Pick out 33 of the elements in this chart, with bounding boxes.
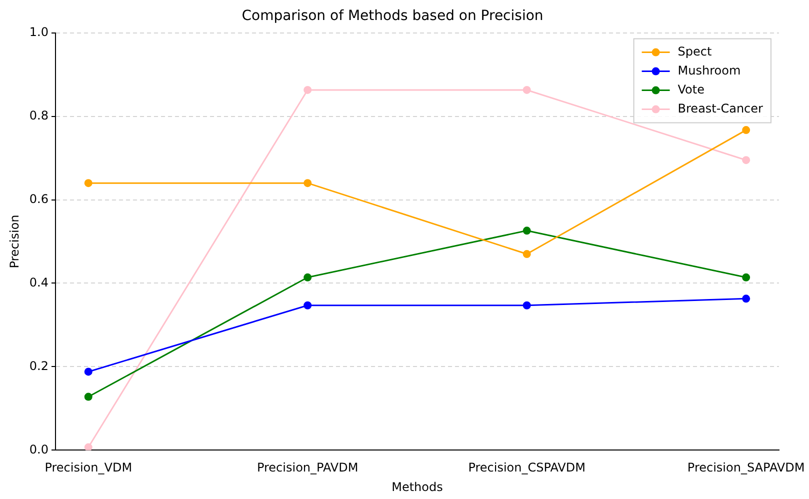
x-tick-label: Precision_CSPAVDM [468, 460, 586, 475]
legend-label: Mushroom [678, 63, 741, 78]
y-tick-label: 0.2 [29, 358, 48, 373]
point [304, 273, 312, 282]
point [522, 226, 531, 235]
point [522, 301, 531, 310]
point [742, 126, 750, 134]
point [84, 443, 92, 450]
chart-title: Comparison of Methods based on Precision [242, 8, 544, 24]
point [522, 86, 531, 94]
y-tick-label: 0.8 [29, 108, 48, 122]
x-tick-label: Precision_VDM [44, 460, 132, 475]
x-axis-title: Methods [392, 480, 443, 494]
x-tick-label: Precision_PAVDM [256, 460, 358, 475]
y-tick-label: 0.6 [29, 192, 48, 206]
legend-label: Breast-Cancer [678, 101, 764, 116]
y-tick-label: 1.0 [29, 24, 48, 39]
point [304, 179, 312, 188]
legend-label: Spect [678, 44, 712, 58]
legend-label: Vote [678, 82, 704, 96]
point [304, 86, 312, 94]
point [304, 301, 312, 310]
point [742, 294, 750, 303]
point [84, 392, 92, 401]
point [742, 156, 750, 164]
point [84, 368, 92, 376]
y-axis-title: Precision [7, 214, 22, 268]
point [522, 250, 531, 258]
x-tick-label: Precision_SAPAVDM [687, 460, 805, 475]
point [84, 179, 92, 188]
point [742, 273, 750, 282]
y-tick-label: 0.0 [29, 442, 48, 456]
y-tick-label: 0.4 [29, 275, 48, 290]
